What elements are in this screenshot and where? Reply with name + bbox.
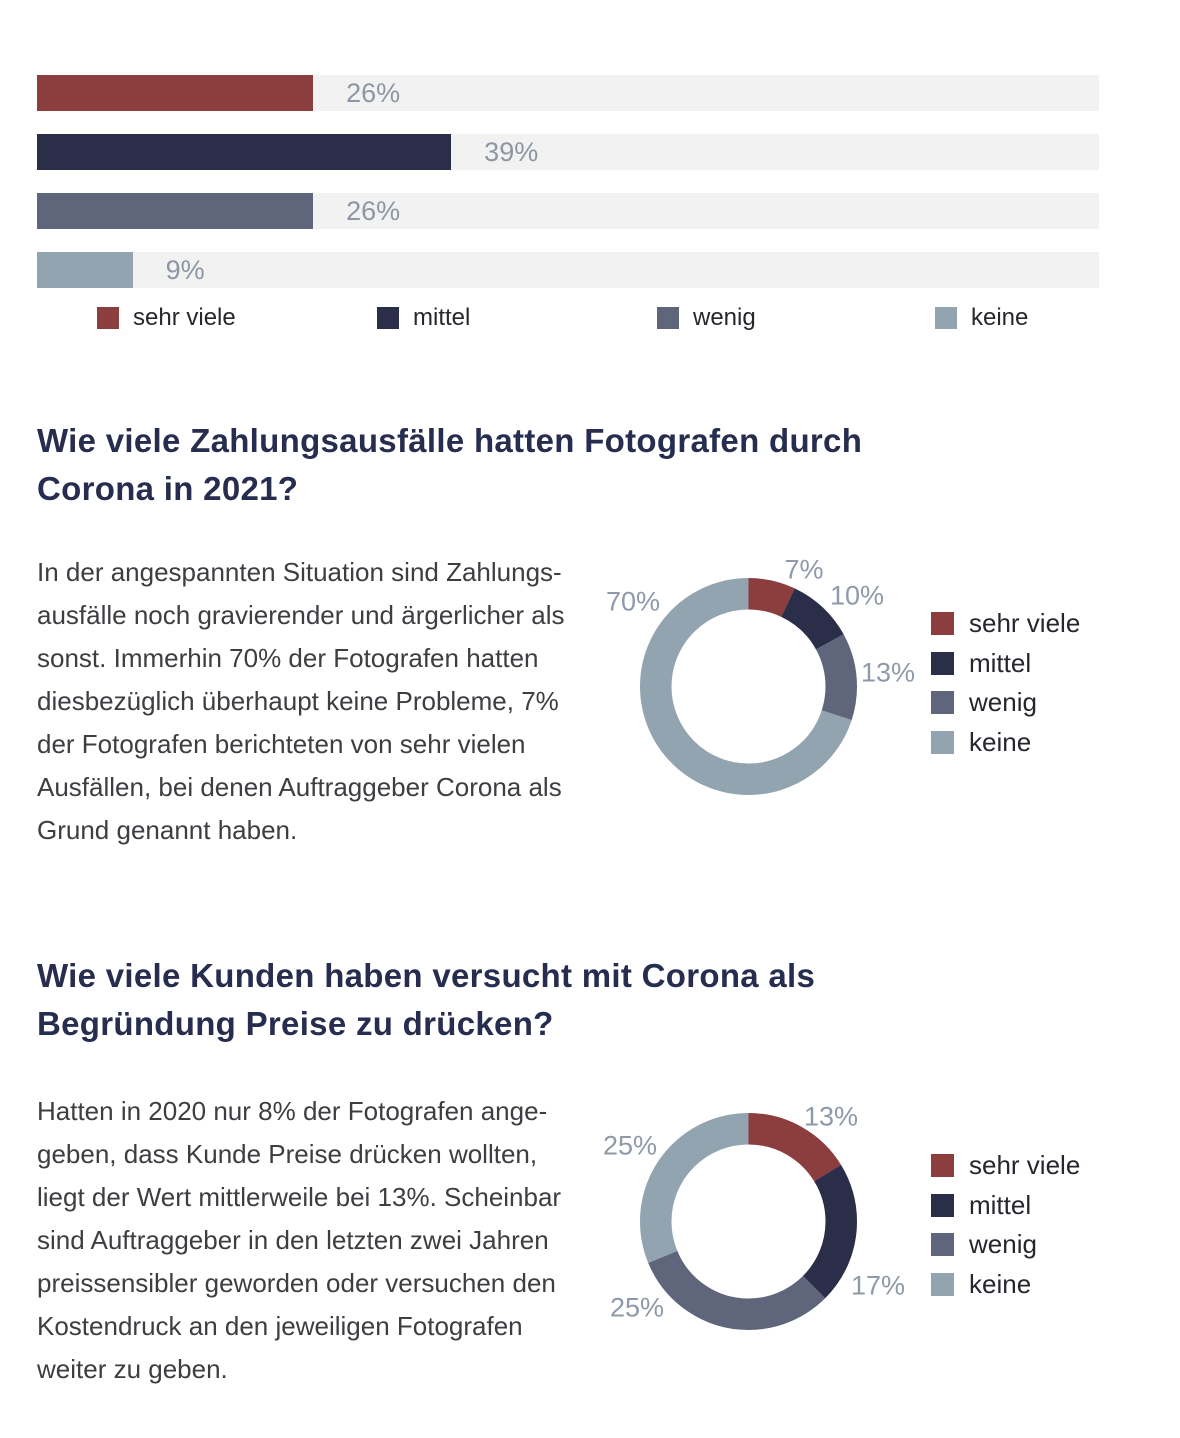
legend-swatch-icon bbox=[931, 730, 954, 754]
legend-swatch-icon bbox=[931, 691, 954, 714]
legend-label: wenig bbox=[969, 1229, 1037, 1259]
donut-legend-item-keine: keine bbox=[931, 727, 1080, 757]
bar-value-label: 9% bbox=[165, 255, 205, 285]
legend-swatch-icon bbox=[377, 307, 399, 329]
bar-chart: 26% 39% 26% 9% bbox=[37, 75, 1099, 289]
legend-swatch-icon bbox=[97, 307, 119, 329]
donut-legend-item-wenig: wenig bbox=[931, 1229, 1080, 1259]
donut-legend-item-keine: keine bbox=[931, 1269, 1080, 1299]
legend-swatch-icon bbox=[931, 1154, 954, 1177]
legend-swatch-icon bbox=[657, 307, 679, 329]
bar-legend-item-wenig: wenig bbox=[657, 304, 756, 331]
bar-fill-wenig bbox=[37, 193, 314, 229]
section-2-paragraph: Hatten in 2020 nur 8% der Fotografen ang… bbox=[37, 1096, 562, 1384]
section-1-paragraph: In der angespannten Situation sind Zahlu… bbox=[37, 557, 565, 845]
legend-label: keine bbox=[971, 304, 1029, 331]
legend-label: wenig bbox=[693, 304, 756, 331]
donut-value-label-keine: 25% bbox=[602, 1130, 658, 1161]
bar-legend-item-keine: keine bbox=[935, 304, 1029, 331]
donut-legend-item-sehr-viele: sehr viele bbox=[931, 1150, 1080, 1180]
legend-swatch-icon bbox=[935, 307, 957, 329]
donut-legend-item-mittel: mittel bbox=[931, 648, 1080, 678]
legend-label: sehr viele bbox=[133, 304, 236, 331]
legend-label: mittel bbox=[969, 647, 1032, 678]
legend-swatch-icon bbox=[931, 1233, 954, 1256]
donut-slice-keine bbox=[640, 1113, 857, 1330]
donut-value-label-keine: 70% bbox=[605, 586, 661, 617]
bar-value-label: 39% bbox=[484, 137, 539, 167]
section-1-heading: Wie viele Zahlungsausfälle hatten Fotogr… bbox=[37, 422, 863, 507]
donut-chart-1-legend: sehr viele mittel wenig keine bbox=[931, 608, 1080, 770]
legend-label: sehr viele bbox=[969, 608, 1081, 638]
bar-legend-item-sehr-viele: sehr viele bbox=[97, 304, 236, 331]
donut-value-label-sehr-viele: 13% bbox=[803, 1101, 859, 1132]
legend-swatch-icon bbox=[931, 612, 954, 635]
donut-chart-1 bbox=[640, 578, 857, 795]
donut-value-label-mittel: 17% bbox=[850, 1270, 906, 1301]
donut-legend-item-wenig: wenig bbox=[931, 687, 1080, 717]
bar-fill-mittel bbox=[37, 134, 452, 170]
legend-label: mittel bbox=[969, 1189, 1032, 1220]
donut-value-label-wenig: 13% bbox=[860, 657, 916, 688]
legend-swatch-icon bbox=[931, 1193, 954, 1217]
bar-track-keine: 9% bbox=[37, 252, 1099, 288]
donut-chart-2-legend: sehr viele mittel wenig keine bbox=[931, 1150, 1080, 1312]
bar-fill-keine bbox=[37, 252, 133, 288]
donut-value-label-sehr-viele: 7% bbox=[784, 554, 824, 585]
donut-legend-item-mittel: mittel bbox=[931, 1190, 1080, 1220]
bar-fill-sehr-viele bbox=[37, 75, 314, 111]
donut-slice-wenig bbox=[640, 578, 857, 795]
legend-label: wenig bbox=[969, 687, 1037, 717]
legend-swatch-icon bbox=[931, 1272, 954, 1296]
bar-value-label: 26% bbox=[346, 196, 401, 226]
legend-label: sehr viele bbox=[969, 1150, 1081, 1180]
donut-value-label-wenig: 25% bbox=[609, 1292, 665, 1323]
donut-legend-item-sehr-viele: sehr viele bbox=[931, 608, 1080, 638]
bar-value-label: 26% bbox=[346, 78, 401, 108]
donut-slice-wenig bbox=[640, 1113, 857, 1330]
bar-track-sehr-viele: 26% bbox=[37, 75, 1099, 111]
section-2-heading: Wie viele Kunden haben versucht mit Coro… bbox=[37, 957, 816, 1042]
donut-slice-mittel bbox=[640, 1113, 857, 1330]
legend-label: keine bbox=[969, 726, 1032, 757]
donut-value-label-mittel: 10% bbox=[829, 580, 885, 611]
bar-track-mittel: 39% bbox=[37, 134, 1099, 170]
legend-label: keine bbox=[969, 1268, 1032, 1299]
bar-track-wenig: 26% bbox=[37, 193, 1099, 229]
donut-chart-2 bbox=[640, 1113, 857, 1330]
legend-swatch-icon bbox=[931, 651, 954, 675]
legend-label: mittel bbox=[413, 304, 471, 331]
donut-slice-keine bbox=[640, 578, 857, 795]
bar-legend-item-mittel: mittel bbox=[377, 304, 471, 331]
